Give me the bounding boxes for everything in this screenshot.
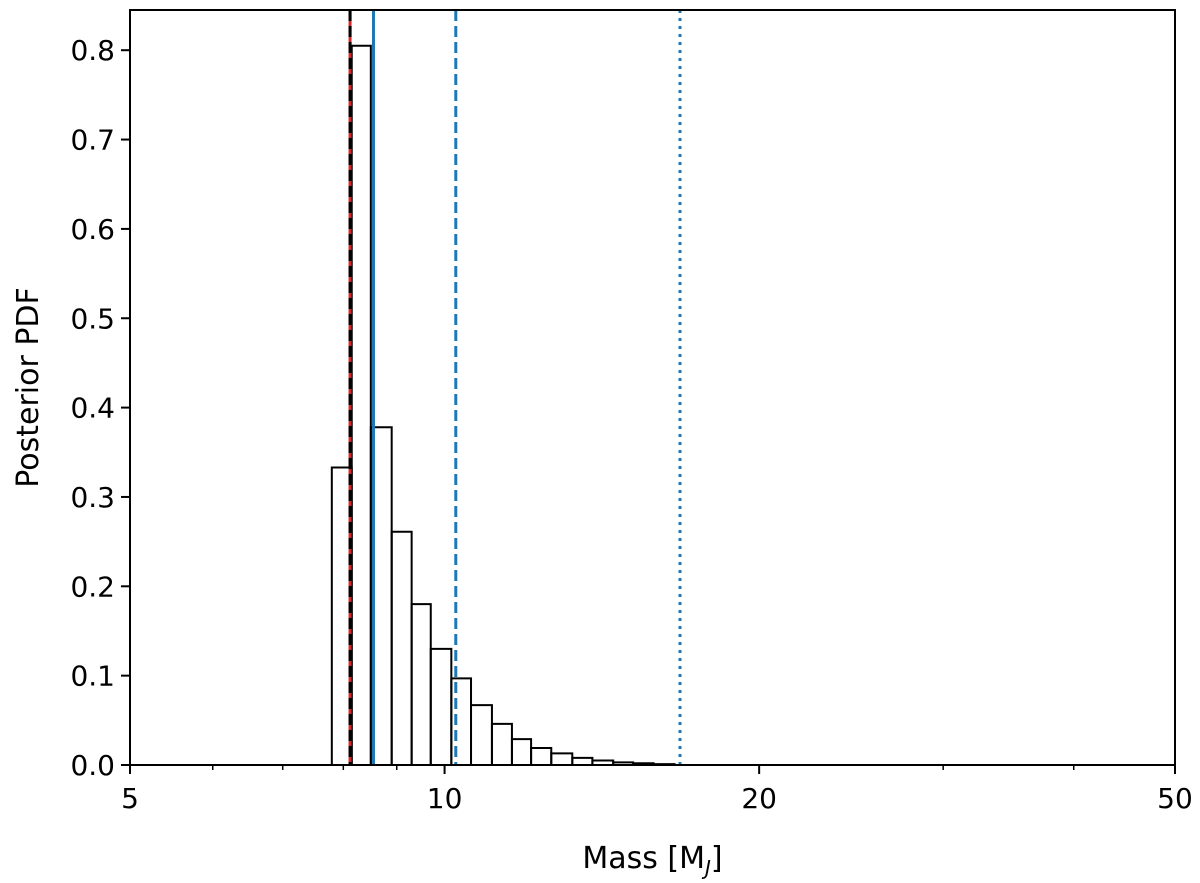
histogram-bin: [390, 530, 413, 765]
x-tick-label: 50: [1157, 782, 1193, 815]
y-tick-label: 0.8: [70, 34, 115, 67]
y-tick-label: 0.2: [70, 570, 115, 603]
histogram-bin: [530, 747, 553, 765]
histogram-bin: [350, 44, 372, 765]
histogram-bin: [429, 647, 453, 765]
y-axis-label: Posterior PDF: [11, 287, 46, 488]
histogram-bin: [490, 722, 513, 765]
y-tick-label: 0.0: [70, 749, 115, 782]
x-tick-label: 20: [741, 782, 777, 815]
histogram-bin: [571, 756, 594, 765]
histogram-bin: [510, 738, 533, 765]
x-tick-label: 10: [427, 782, 463, 815]
y-tick-label: 0.3: [70, 481, 115, 514]
histogram-bin: [410, 603, 432, 765]
histogram-bin: [470, 704, 493, 765]
x-axis-label-close: ]: [711, 841, 723, 876]
histogram-bin: [550, 752, 574, 765]
x-axis-label-subscript: J: [701, 856, 711, 880]
y-tick-label: 0.7: [70, 124, 115, 157]
y-tick-label: 0.1: [70, 660, 115, 693]
y-tick-label: 0.6: [70, 213, 115, 246]
x-tick-label: 5: [121, 782, 139, 815]
y-tick-label: 0.5: [70, 302, 115, 335]
x-axis-label: Mass [MJ]: [582, 841, 722, 880]
y-tick-label: 0.4: [70, 392, 115, 425]
x-axis-label-main: Mass [M: [582, 841, 705, 876]
plot-frame: [129, 9, 1176, 766]
